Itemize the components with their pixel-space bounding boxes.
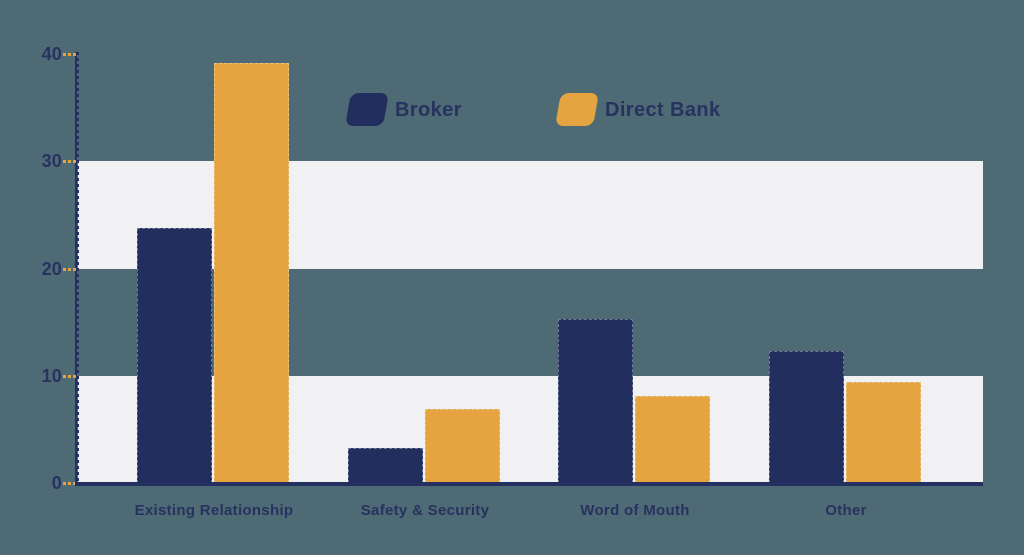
bar-direct-bank-safety-security bbox=[425, 409, 500, 483]
x-axis-line bbox=[75, 482, 983, 486]
y-tick-mark-20 bbox=[63, 267, 77, 271]
x-label-other: Other bbox=[825, 502, 867, 519]
y-tick-mark-10 bbox=[63, 374, 77, 378]
y-tick-mark-30 bbox=[63, 160, 77, 164]
x-label-existing-relationship: Existing Relationship bbox=[134, 502, 294, 519]
bar-broker-other bbox=[769, 351, 844, 483]
bar-broker-word-of-mouth bbox=[558, 318, 633, 483]
y-tick-label-40: 40 bbox=[41, 44, 62, 65]
bar-direct-bank-existing-relationship bbox=[214, 62, 289, 483]
legend-label-broker: Broker bbox=[395, 98, 462, 121]
y-tick-label-10: 10 bbox=[41, 365, 62, 386]
legend-swatch-broker bbox=[345, 93, 389, 126]
legend-item-direct-bank: Direct Bank bbox=[555, 92, 721, 127]
legend-item-broker: Broker bbox=[345, 92, 462, 127]
y-tick-mark-40 bbox=[63, 53, 77, 57]
bar-direct-bank-word-of-mouth bbox=[635, 396, 710, 483]
y-tick-label-0: 0 bbox=[51, 473, 62, 493]
y-tick-label-20: 20 bbox=[41, 258, 62, 279]
bar-broker-existing-relationship bbox=[137, 227, 212, 483]
y-tick-label-30: 30 bbox=[41, 151, 62, 172]
x-label-safety-security: Safety & Security bbox=[360, 502, 490, 519]
legend-swatch-direct-bank bbox=[555, 93, 599, 126]
y-tick-mark-0 bbox=[63, 482, 77, 485]
y-axis-line bbox=[75, 52, 79, 483]
bar-direct-bank-other bbox=[846, 382, 921, 483]
legend-label-direct-bank: Direct Bank bbox=[605, 98, 721, 121]
x-label-word-of-mouth: Word of Mouth bbox=[580, 502, 690, 519]
bar-broker-safety-security bbox=[348, 447, 423, 483]
